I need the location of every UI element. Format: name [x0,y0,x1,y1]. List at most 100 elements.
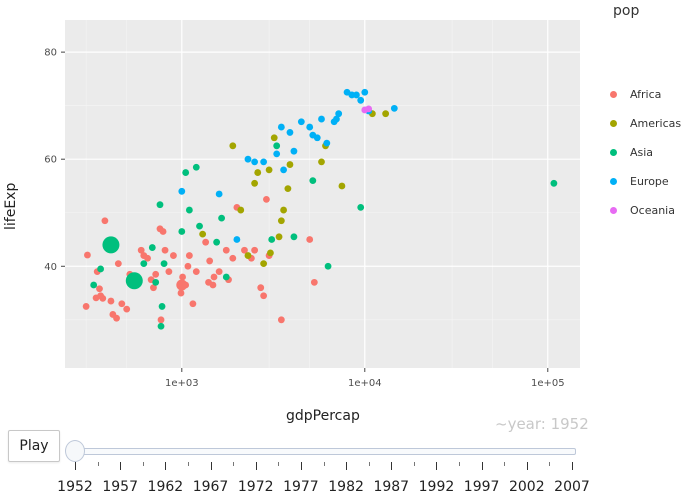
data-point-americas[interactable] [254,169,262,176]
data-point-americas[interactable] [237,206,245,214]
slider-step-label[interactable]: 1962 [147,479,184,495]
data-point-africa[interactable] [157,316,165,324]
data-point-europe[interactable] [361,88,369,96]
data-point-asia[interactable] [218,214,225,222]
data-point-americas[interactable] [275,233,283,241]
data-point-africa[interactable] [251,246,259,254]
slider-step-label[interactable]: 1987 [373,479,410,495]
data-point-africa[interactable] [202,238,210,246]
data-point-europe[interactable] [390,104,398,112]
data-point-americas[interactable] [280,206,287,214]
data-point-europe[interactable] [306,123,314,131]
data-point-asia[interactable] [196,222,203,230]
data-point-africa[interactable] [229,254,237,262]
data-point-europe[interactable] [335,110,343,118]
data-point-asia[interactable] [324,262,332,270]
data-point-europe[interactable] [215,190,223,198]
data-point-europe[interactable] [273,150,281,158]
data-point-europe[interactable] [244,155,252,163]
data-point-africa[interactable] [209,281,217,289]
bubble-asia[interactable] [102,236,120,254]
data-point-europe[interactable] [233,236,241,243]
data-point-africa[interactable] [123,305,131,313]
data-point-asia[interactable] [140,260,148,267]
data-point-americas[interactable] [318,158,325,166]
data-point-americas[interactable] [265,166,273,174]
bubble-asia[interactable] [125,272,143,290]
legend-item-europe[interactable]: Europe [610,173,669,189]
data-point-africa[interactable] [222,246,230,254]
data-point-europe[interactable] [260,158,268,166]
data-point-europe[interactable] [323,139,331,147]
animation-slider-rail[interactable] [69,448,576,455]
legend-item-africa[interactable]: Africa [610,86,661,102]
data-point-africa[interactable] [159,228,167,235]
data-point-europe[interactable] [297,118,305,126]
slider-step-label[interactable]: 1977 [283,479,319,495]
data-point-europe[interactable] [178,187,186,195]
data-point-africa[interactable] [114,260,122,267]
data-point-africa[interactable] [96,285,103,293]
data-point-africa[interactable] [144,254,151,262]
data-point-americas[interactable] [286,161,294,168]
data-point-americas[interactable] [267,249,274,257]
data-point-africa[interactable] [241,246,248,254]
legend-item-asia[interactable]: Asia [610,144,653,160]
data-point-africa[interactable] [150,284,157,292]
data-point-americas[interactable] [270,134,278,142]
data-point-africa[interactable] [215,268,223,276]
data-point-europe[interactable] [290,147,298,155]
data-point-americas[interactable] [244,252,252,259]
data-point-africa[interactable] [189,300,197,308]
data-point-americas[interactable] [284,185,292,193]
data-point-asia[interactable] [158,303,166,310]
data-point-asia[interactable] [97,265,105,273]
slider-step-label[interactable]: 1952 [57,479,93,495]
data-point-africa[interactable] [277,316,285,324]
data-point-africa[interactable] [161,246,169,254]
data-point-europe[interactable] [333,115,340,123]
data-point-africa[interactable] [179,273,186,281]
data-points[interactable] [82,88,558,330]
data-point-africa[interactable] [177,289,185,297]
slider-step-label[interactable]: 1982 [328,479,364,495]
data-point-americas[interactable] [338,182,346,190]
data-point-europe[interactable] [277,123,285,131]
data-point-americas[interactable] [382,110,390,118]
data-point-asia[interactable] [290,233,298,241]
data-point-asia[interactable] [185,206,193,214]
play-button[interactable]: Play [8,430,60,462]
data-point-oceania[interactable] [365,105,373,113]
data-point-africa[interactable] [152,270,160,278]
data-point-asia[interactable] [90,281,98,289]
data-point-americas[interactable] [277,217,285,225]
data-point-africa[interactable] [310,278,318,286]
data-point-europe[interactable] [357,96,365,104]
data-point-asia[interactable] [148,244,156,251]
slider-step-label[interactable]: 1997 [463,479,500,495]
bubble-africa[interactable] [176,279,188,291]
data-point-africa[interactable] [260,292,268,300]
data-point-africa[interactable] [165,268,173,276]
data-point-asia[interactable] [213,238,221,246]
data-point-africa[interactable] [206,257,214,265]
data-point-europe[interactable] [313,134,321,142]
data-point-africa[interactable] [184,262,192,270]
data-point-africa[interactable] [210,273,218,281]
data-point-asia[interactable] [157,322,165,330]
slider-step-label[interactable]: 2002 [508,479,545,495]
data-point-asia[interactable] [309,177,317,185]
animation-slider-handle[interactable] [65,440,85,462]
data-point-americas[interactable] [199,230,207,238]
data-point-americas[interactable] [229,142,237,150]
data-point-africa[interactable] [170,252,177,259]
slider-step-label[interactable]: 2007 [554,479,590,495]
data-point-americas[interactable] [260,260,268,267]
slider-step-label[interactable]: 1972 [237,479,274,495]
data-point-africa[interactable] [82,303,90,310]
data-point-asia[interactable] [178,228,186,235]
data-point-africa[interactable] [84,251,91,259]
data-point-africa[interactable] [257,284,265,292]
data-point-africa[interactable] [99,295,107,302]
data-point-europe[interactable] [286,129,294,136]
